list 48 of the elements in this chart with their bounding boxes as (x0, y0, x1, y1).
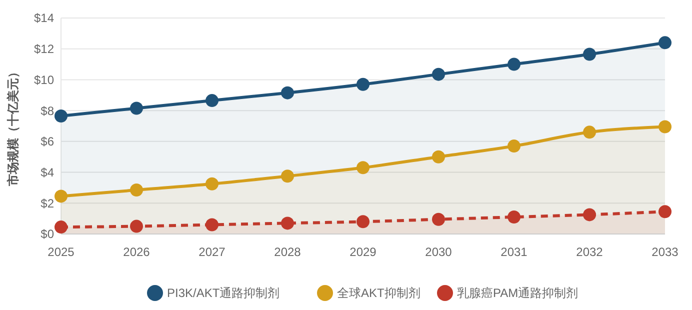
point (658, 205, 672, 218)
point (130, 220, 143, 233)
y-tick-label: $2 (40, 196, 54, 210)
legend-label: PI3K/AKT通路抑制剂 (167, 286, 280, 300)
legend-label: 全球AKT抑制剂 (337, 286, 420, 300)
x-tick-label: 2027 (198, 245, 226, 259)
point (281, 216, 294, 230)
point (281, 86, 294, 100)
point (281, 170, 294, 183)
y-axis-title: 市场规模（十亿美元） (6, 66, 20, 187)
point (356, 78, 370, 91)
point (54, 220, 68, 234)
x-tick-label: 2033 (652, 245, 679, 259)
y-tick-label: $8 (40, 104, 54, 118)
x-tick-label: 2029 (350, 245, 377, 259)
x-tick-label: 2031 (500, 245, 528, 259)
point (206, 177, 218, 190)
x-tick-label: 2026 (123, 245, 150, 259)
point (432, 68, 445, 81)
point (206, 94, 218, 108)
y-tick-label: $14 (34, 11, 54, 26)
point (583, 126, 596, 139)
point (583, 48, 596, 61)
point (432, 212, 445, 226)
point (356, 215, 370, 228)
point (658, 36, 672, 50)
point (508, 58, 520, 71)
y-tick-label: $10 (34, 72, 54, 87)
point (130, 102, 143, 115)
point (130, 184, 143, 197)
point (54, 109, 68, 122)
x-tick-label: 2032 (576, 245, 604, 259)
x-tick-label: 2025 (48, 245, 75, 259)
point (583, 208, 596, 222)
point (658, 120, 672, 134)
point (356, 161, 370, 174)
legend-label: 乳腺癌PAM通路抑制剂 (457, 286, 578, 300)
x-tick-label: 2028 (274, 245, 302, 259)
point (206, 218, 218, 232)
point (508, 210, 520, 224)
y-tick-label: $6 (40, 134, 54, 149)
point (54, 190, 68, 203)
point (432, 150, 445, 164)
y-tick-label: $4 (40, 165, 54, 180)
y-tick-label: $0 (40, 227, 54, 242)
point (508, 140, 520, 153)
y-tick-label: $12 (34, 42, 54, 56)
x-tick-label: 2030 (425, 245, 452, 259)
